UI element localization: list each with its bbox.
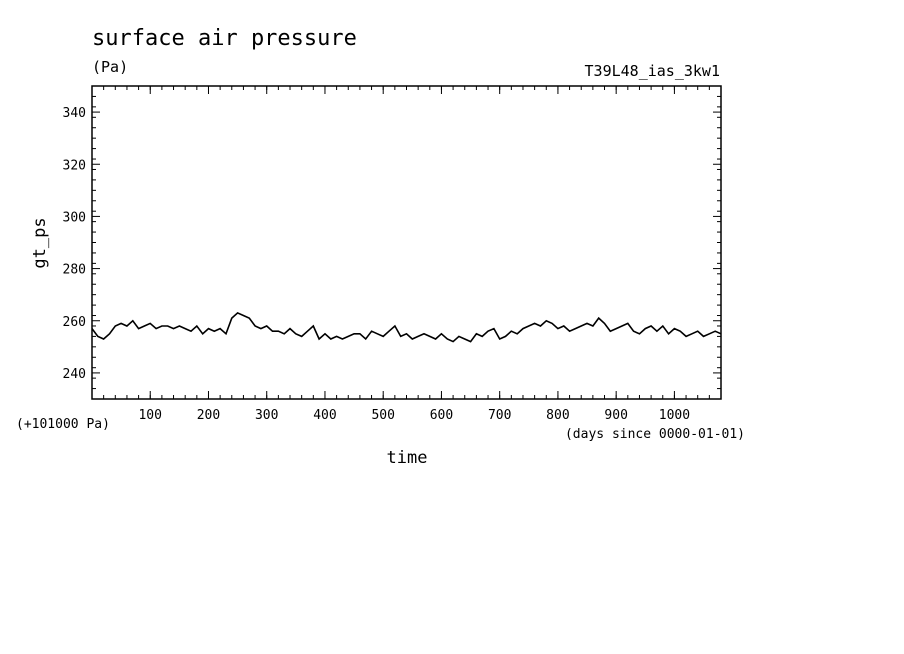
x-tick-label: 300	[255, 408, 278, 423]
experiment-label: T39L48_ias_3kw1	[585, 62, 720, 80]
y-tick-label: 300	[63, 210, 86, 225]
x-tick-label: 200	[197, 408, 220, 423]
x-axis-label: time	[387, 448, 428, 468]
x-tick-label: 600	[430, 408, 453, 423]
x-tick-label: 100	[138, 408, 161, 423]
x-tick-label: 400	[313, 408, 336, 423]
x-tick-label: 800	[546, 408, 569, 423]
x-tick-label: 500	[371, 408, 394, 423]
x-units-label: (days since 0000-01-01)	[565, 427, 745, 442]
series-line	[91, 311, 722, 343]
x-tick-label: 900	[604, 408, 627, 423]
minor-ticks	[91, 85, 722, 400]
y-axis-ticks: 240 260 280 300 320 340	[63, 106, 721, 382]
y-tick-label: 240	[63, 367, 86, 382]
x-tick-label: 700	[488, 408, 511, 423]
x-axis-ticks: 100 200 300 400 500 600 700 800 900 1000	[138, 86, 690, 423]
plot-frame	[91, 85, 722, 400]
y-axis-label: gt_ps	[30, 217, 50, 268]
y-offset-label: (+101000 Pa)	[16, 417, 110, 432]
x-tick-label: 1000	[659, 408, 690, 423]
y-tick-label: 320	[63, 158, 86, 173]
y-tick-label: 340	[63, 106, 86, 121]
y-tick-label: 280	[63, 263, 86, 278]
y-tick-label: 260	[63, 315, 86, 330]
chart-title: surface air pressure	[92, 26, 357, 51]
units-label: (Pa)	[92, 58, 128, 76]
